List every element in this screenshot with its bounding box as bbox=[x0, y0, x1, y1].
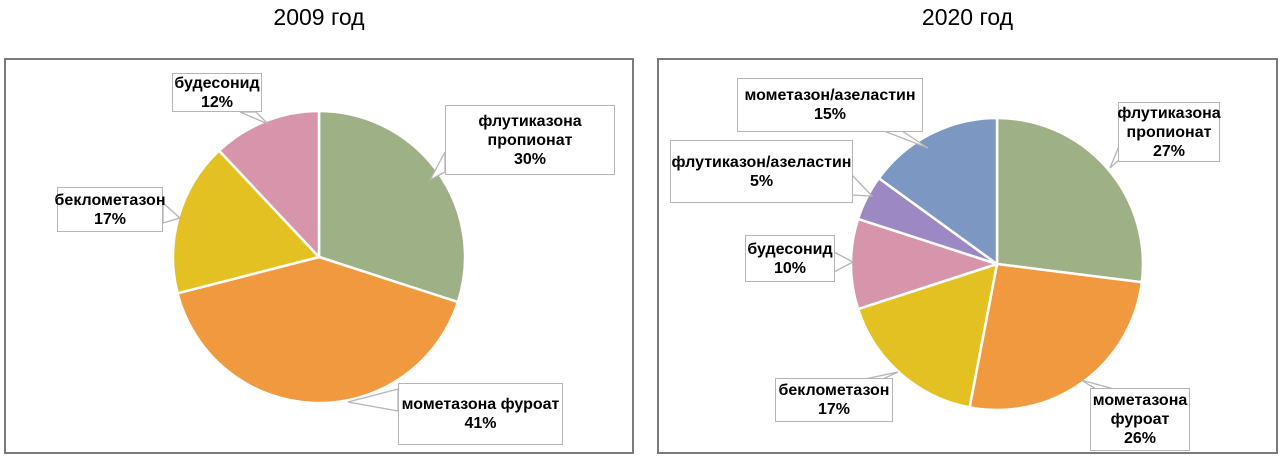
callout-label: беклометазон bbox=[778, 382, 890, 399]
callout-label: мометазон/азеластин bbox=[744, 87, 916, 104]
pie-chart-2020 bbox=[833, 116, 1145, 412]
callout-label: фуроат bbox=[1110, 411, 1170, 428]
callout-value: 27% bbox=[1152, 142, 1186, 160]
callout-label: пропионат bbox=[1126, 123, 1212, 141]
callout-label: будесонид bbox=[174, 74, 260, 92]
pie-slice bbox=[176, 255, 460, 405]
callout-fluticasone-2020: флутиказона пропионат 27% bbox=[1117, 102, 1221, 162]
pie-panel-2009: будесонид 12% флутиказона пропионат 30% … bbox=[4, 58, 634, 454]
callout-value: 30% bbox=[513, 150, 547, 168]
callout-value: 26% bbox=[1123, 430, 1157, 447]
pie-chart-2009 bbox=[162, 109, 467, 412]
pie-slice bbox=[877, 116, 999, 266]
callout-label: беклометазон bbox=[54, 191, 166, 209]
pie-slice bbox=[995, 116, 1145, 284]
callout-value: 5% bbox=[749, 172, 774, 190]
callout-value: 10% bbox=[773, 259, 807, 277]
callout-mometasone-azelastine-2020: мометазон/азеластин 15% bbox=[737, 78, 923, 132]
pie-slice bbox=[849, 217, 999, 311]
callout-label: флутиказон/азеластин bbox=[671, 153, 852, 171]
callout-value: 12% bbox=[200, 93, 234, 111]
callout-label: флутиказона bbox=[1117, 104, 1221, 122]
callout-pointer bbox=[162, 201, 182, 224]
callout-pointer bbox=[239, 111, 269, 125]
callout-mometasone-2020: мометазона фуроат 26% bbox=[1090, 388, 1190, 451]
callout-mometasone-2009: мометазона фуроат 41% bbox=[398, 383, 563, 445]
pie-slice bbox=[968, 262, 1144, 412]
callout-label: мометазона фуроат bbox=[401, 396, 560, 413]
callout-value: 15% bbox=[813, 106, 847, 123]
callout-budesonid-2009: будесонид 12% bbox=[172, 73, 262, 112]
chart-title-2009: 2009 год bbox=[273, 4, 365, 30]
callout-label: мометазона bbox=[1092, 392, 1188, 409]
callout-label: пропионат bbox=[487, 131, 573, 149]
callout-value: 17% bbox=[93, 210, 127, 228]
pie-slice bbox=[856, 262, 999, 409]
callout-pointer bbox=[851, 173, 874, 197]
callout-budesonid-2020: будесонид 10% bbox=[745, 235, 835, 282]
callout-beclomethasone-2009: беклометазон 17% bbox=[54, 187, 166, 232]
callout-fluticasone-2009: флутиказона пропионат 30% bbox=[445, 105, 615, 175]
callout-beclomethasone-2020: беклометазон 17% bbox=[775, 378, 893, 422]
callout-value: 41% bbox=[464, 415, 497, 432]
callout-fluticasone-azelastine-2020: флутиказон/азеластин 5% bbox=[670, 140, 853, 203]
pie-panel-2020: мометазон/азеластин 15% флутиказон/азела… bbox=[657, 58, 1278, 454]
callout-value: 17% bbox=[817, 401, 851, 418]
callout-label: флутиказона bbox=[478, 112, 582, 130]
callout-label: будесонид bbox=[747, 240, 833, 258]
chart-title-2020: 2020 год bbox=[921, 4, 1014, 30]
